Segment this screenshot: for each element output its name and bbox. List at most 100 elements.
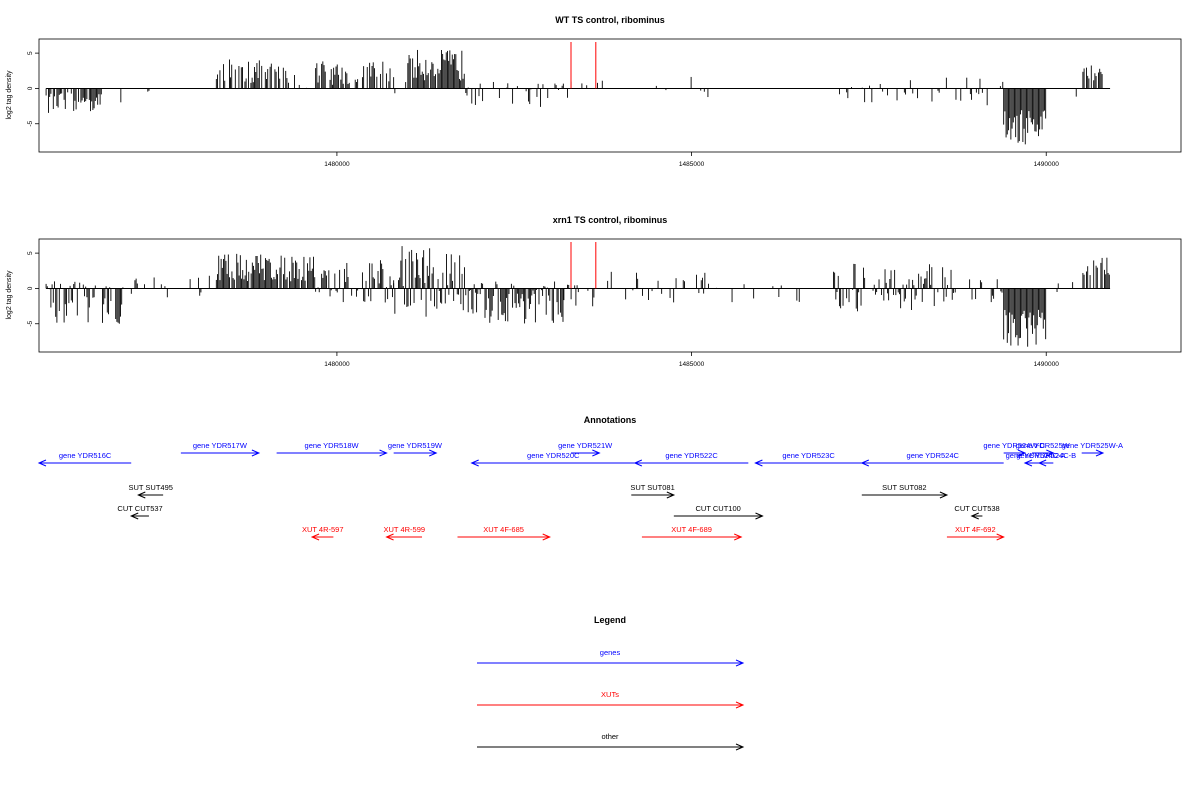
feature-xut-4r-599: XUT 4R-599 xyxy=(384,525,426,541)
feature-arrow-head xyxy=(1046,449,1055,457)
feature-arrow-head xyxy=(1095,449,1105,457)
feature-arrow-head xyxy=(1017,449,1027,457)
legend-label: other xyxy=(601,732,619,741)
feature-gene-ydr521w: gene YDR521W xyxy=(558,441,613,457)
feature-gene-ydr523c: gene YDR523C xyxy=(754,451,862,467)
feature-arrow-head xyxy=(37,459,47,467)
feature-label: gene YDR517W xyxy=(193,441,248,450)
legend-label: genes xyxy=(600,648,621,657)
legend-item-gene: genes xyxy=(477,648,745,667)
xrn1-y-tick-label: 0 xyxy=(27,286,34,290)
feature-label: gene YDR516C xyxy=(59,451,112,460)
feature-label: SUT SUT081 xyxy=(630,483,674,492)
feature-label: CUT CUT537 xyxy=(117,504,162,513)
wt-track-panel: WT TS control, ribominus log2 tag densit… xyxy=(6,15,1182,168)
feature-arrow-head xyxy=(429,449,438,457)
feature-cut-cut537: CUT CUT537 xyxy=(117,504,163,520)
legend-item-xut: XUTs xyxy=(477,690,745,709)
feature-gene-ydr516c: gene YDR516C xyxy=(37,451,132,467)
wt-x-tick-label: 1480000 xyxy=(324,161,350,168)
feature-label: SUT SUT495 xyxy=(128,483,172,492)
wt-y-axis-label: log2 tag density xyxy=(6,70,13,120)
wt-y-tick-label: 5 xyxy=(27,51,34,55)
feature-arrow-head xyxy=(379,449,388,457)
feature-gene-ydr524c-b: gene YDR524C-B xyxy=(1016,451,1076,467)
xrn1-track-title: xrn1 TS control, ribominus xyxy=(553,215,668,225)
feature-label: gene YDR524C-B xyxy=(1016,451,1076,460)
feature-arrow-head xyxy=(137,491,146,499)
feature-cut-cut538: CUT CUT538 xyxy=(954,504,1000,520)
wt-x-tick-label: 1490000 xyxy=(1034,161,1060,168)
wt-marker-lines xyxy=(570,42,597,89)
legend-panel: Legend genes XUTs other xyxy=(477,615,745,751)
wt-y-tick-label: -5 xyxy=(27,120,34,126)
feature-gene-ydr524c: gene YDR524C xyxy=(860,451,1004,467)
feature-label: SUT SUT082 xyxy=(882,483,926,492)
xrn1-y-axis-label: log2 tag density xyxy=(6,270,13,320)
feature-arrow-head xyxy=(755,512,764,520)
feature-label: XUT 4F-685 xyxy=(483,525,524,534)
feature-arrow-head xyxy=(310,533,320,541)
legend-items: genes XUTs other xyxy=(477,648,745,751)
feature-arrow-head xyxy=(470,459,479,467)
feature-gene-ydr518w: gene YDR518W xyxy=(276,441,388,457)
feature-arrow-head xyxy=(939,491,949,499)
feature-gene-ydr522c: gene YDR522C xyxy=(633,451,749,467)
feature-label: XUT 4R-597 xyxy=(302,525,344,534)
annotations-panel: Annotations gene YDR516C gene YDR517W gene… xyxy=(37,415,1123,541)
feature-gene-ydr519w: gene YDR519W xyxy=(388,441,443,457)
wt-y-tick-label: 0 xyxy=(27,86,34,90)
wt-y-axis: -5 0 5 xyxy=(27,51,39,127)
feature-arrow-head xyxy=(1023,459,1033,467)
feature-label: gene YDR518W xyxy=(305,441,360,450)
legend-arrow-head xyxy=(735,743,745,751)
feature-label: gene YDR519W xyxy=(388,441,443,450)
feature-label: gene YDR523C xyxy=(782,451,835,460)
feature-arrow-head xyxy=(542,533,551,541)
legend-label: XUTs xyxy=(601,690,619,699)
legend-arrow-head xyxy=(735,701,745,709)
feature-label: CUT CUT538 xyxy=(954,504,999,513)
feature-xut-4f-685: XUT 4F-685 xyxy=(457,525,551,541)
feature-arrow-head xyxy=(754,459,763,467)
feature-label: gene YDR524C xyxy=(907,451,960,460)
feature-label: gene YDR525W-A xyxy=(1062,441,1123,450)
feature-label: gene YDR522C xyxy=(665,451,718,460)
wt-x-axis: 1480000 1485000 1490000 xyxy=(324,152,1059,168)
annotations-title: Annotations xyxy=(584,415,637,425)
xrn1-track-panel: xrn1 TS control, ribominus log2 tag dens… xyxy=(6,215,1182,368)
feature-label: XUT 4R-599 xyxy=(384,525,426,534)
feature-arrow-head xyxy=(129,512,139,520)
xrn1-y-tick-label: 5 xyxy=(27,251,34,255)
feature-cut-cut100: CUT CUT100 xyxy=(673,504,764,520)
feature-sut-sut081: SUT SUT081 xyxy=(630,483,676,499)
feature-arrow-head xyxy=(996,533,1005,541)
feature-gene-ydr525w: gene YDR525W xyxy=(1016,441,1071,457)
feature-arrow-head xyxy=(666,491,676,499)
feature-arrow-head xyxy=(970,512,979,520)
wt-x-tick-label: 1485000 xyxy=(679,161,705,168)
legend-item-other: other xyxy=(477,732,745,751)
feature-gene-ydr524w-c: gene YDR524W-C xyxy=(983,441,1046,457)
feature-sut-sut495: SUT SUT495 xyxy=(128,483,173,499)
feature-sut-sut082: SUT SUT082 xyxy=(861,483,949,499)
xrn1-x-axis: 1480000 1485000 1490000 xyxy=(324,352,1059,368)
feature-arrow-head xyxy=(633,459,643,467)
xrn1-x-tick-label: 1485000 xyxy=(679,361,705,368)
xrn1-marker-lines xyxy=(570,242,597,289)
feature-arrow-head xyxy=(860,459,870,467)
wt-plot-frame xyxy=(38,38,1182,153)
legend-arrow-head xyxy=(735,659,745,667)
feature-gene-ydr525w-a: gene YDR525W-A xyxy=(1062,441,1123,457)
feature-gene-ydr517w: gene YDR517W xyxy=(180,441,261,457)
feature-label: CUT CUT100 xyxy=(696,504,741,513)
xrn1-y-tick-label: -5 xyxy=(27,320,34,326)
wt-track-title: WT TS control, ribominus xyxy=(555,15,665,25)
feature-arrow-head xyxy=(251,449,261,457)
feature-label: XUT 4F-692 xyxy=(955,525,996,534)
feature-arrow-head xyxy=(734,533,743,541)
feature-label: XUT 4F-689 xyxy=(671,525,712,534)
feature-label: gene YDR525W xyxy=(1016,441,1071,450)
feature-xut-4r-597: XUT 4R-597 xyxy=(302,525,344,541)
